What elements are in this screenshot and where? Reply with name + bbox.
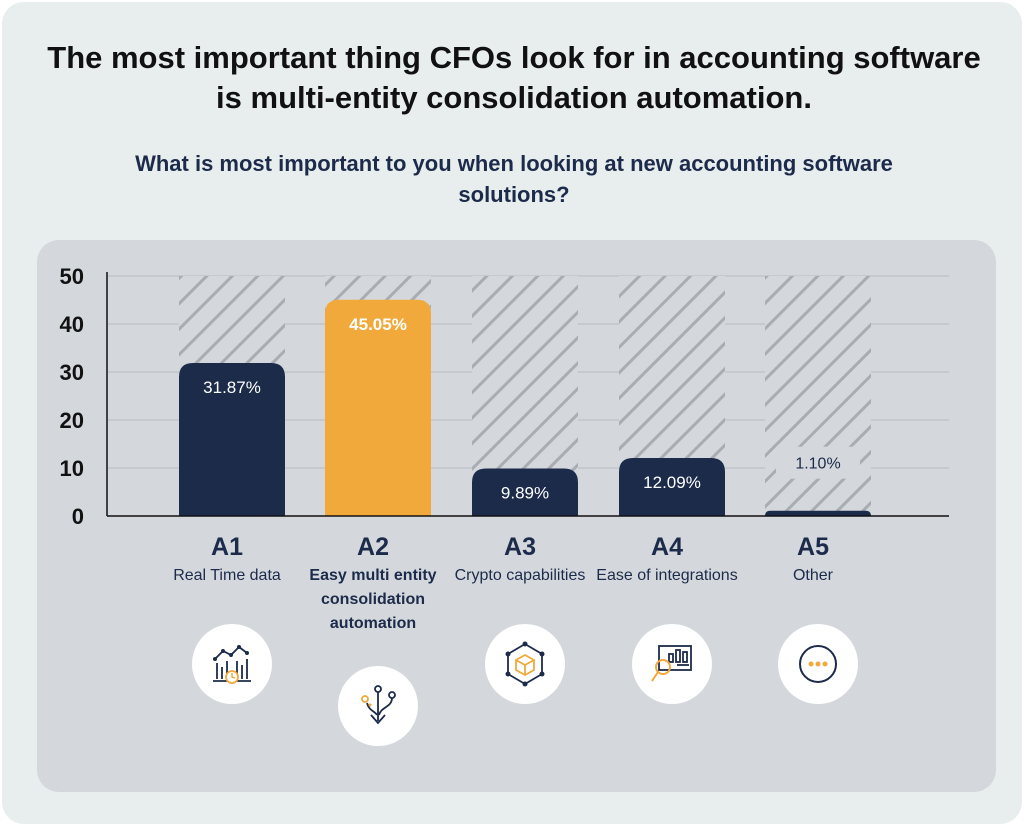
more-dots-icon [778, 624, 858, 704]
bar-a4 [619, 457, 725, 516]
category-code: A2 [357, 533, 389, 561]
y-tick-label: 50 [60, 264, 84, 289]
category-code: A3 [504, 533, 536, 561]
category-a3: A3 Crypto capabilities [445, 532, 595, 588]
category-label: Crypto capabilities [454, 567, 586, 584]
value-label: 12.09% [643, 473, 701, 492]
hatched-column [765, 276, 871, 516]
category-label: Other [792, 567, 833, 584]
value-label: 1.10% [795, 456, 840, 473]
category-label: Ease of integrations [596, 567, 738, 584]
merge-arrows-icon [338, 666, 418, 746]
bar-a2 [325, 299, 431, 516]
integration-magnifier-icon [632, 624, 712, 704]
y-tick-label: 30 [60, 360, 84, 385]
y-tick-label: 40 [60, 312, 84, 337]
category-a4: A4 Ease of integrations [592, 532, 742, 588]
value-label: 31.87% [203, 378, 261, 397]
value-label-background [776, 446, 860, 479]
category-a1: A1 Real Time data [152, 532, 302, 588]
real-time-data-chart-icon [192, 624, 272, 704]
bar-a3 [472, 468, 578, 516]
category-label: Real Time data [173, 567, 281, 584]
y-tick-label: 10 [60, 456, 84, 481]
category-code: A4 [651, 533, 683, 561]
bar-chart: 0 10 20 30 40 50 31.87% 45.05% 9.89% 12.09% 1.10% [60, 264, 949, 529]
headline: The most important thing CFOs look for i… [47, 40, 981, 115]
category-label: Easy multi entity consolidation automati… [309, 567, 437, 632]
y-tick-label: 0 [72, 504, 84, 529]
category-a2: A2 Easy multi entity consolidation autom… [298, 532, 448, 636]
bar-a5 [765, 510, 871, 516]
category-code: A5 [797, 533, 829, 561]
y-tick-label: 20 [60, 408, 84, 433]
crypto-cube-icon [485, 624, 565, 704]
value-label: 45.05% [349, 315, 407, 334]
value-label: 9.89% [501, 484, 549, 503]
bar-a1 [179, 363, 285, 516]
survey-question: What is most important to you when looki… [135, 151, 893, 207]
chart-panel: 0 10 20 30 40 50 31.87% 45.05% 9.89% 12.09% 1.10%… [37, 240, 996, 792]
category-a5: A5 Other [738, 532, 888, 588]
category-code: A1 [211, 533, 243, 561]
